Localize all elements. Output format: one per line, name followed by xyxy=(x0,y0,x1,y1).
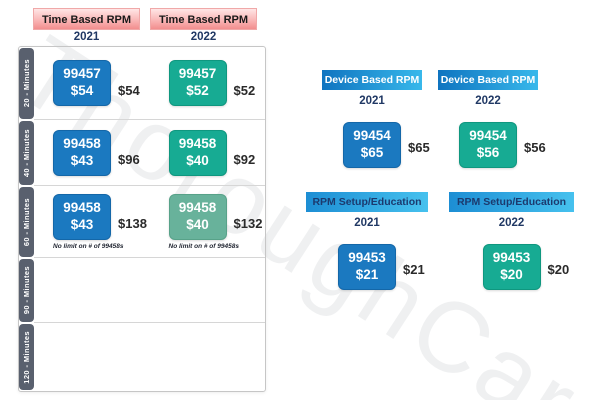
cpt-price: $40 xyxy=(186,216,209,232)
cpt-price: $56 xyxy=(476,145,500,160)
cpt-price: $43 xyxy=(70,152,94,168)
panel-total: $20 xyxy=(547,262,570,277)
cpt-code: 99458 xyxy=(178,135,217,151)
cpt-code: 99454 xyxy=(469,128,507,144)
no-limit-note: No limit on # of 99458s xyxy=(53,242,124,250)
setup-education-header: RPM Setup/Education xyxy=(306,192,428,212)
row-total: $54 xyxy=(118,82,140,98)
setup-education-boxrow: 99453 $20 $20 xyxy=(449,244,574,290)
cpt-price: $20 xyxy=(500,267,523,282)
row-total: $138 xyxy=(118,216,147,231)
cpt-code: 99458 xyxy=(178,199,217,215)
cell-2021: 99458 $43 $138 No limit on # of 99458s xyxy=(34,186,150,257)
cpt-code: 99457 xyxy=(178,66,217,82)
cpt-code: 99453 xyxy=(492,250,531,266)
row-total: $92 xyxy=(233,152,256,167)
row-content: 99457 $54 $54 99457 $52 $52 xyxy=(34,47,265,120)
table-row-90-minutes: 90 - Minutes xyxy=(19,258,265,323)
cpt-price: $65 xyxy=(360,145,384,160)
row-content: 99458 $43 $96 99458 $40 $92 xyxy=(34,120,265,186)
cpt-code: 99458 xyxy=(63,135,101,151)
code-box-99458-2021: 99458 $43 xyxy=(53,129,111,176)
code-box-99453-2021: 99453 $21 xyxy=(338,244,396,290)
table-row-40-minutes: 40 - Minutes 99458 $43 $96 99458 xyxy=(19,120,265,186)
setup-education-panel-2021: RPM Setup/Education 2021 99453 $21 $21 xyxy=(306,192,428,290)
row-content: 99458 $43 $138 No limit on # of 99458s 9… xyxy=(34,186,265,258)
cpt-code: 99454 xyxy=(353,128,391,144)
device-based-header: Device Based RPM xyxy=(438,70,538,90)
cpt-code: 99453 xyxy=(348,250,386,266)
row-total: $132 xyxy=(233,216,263,231)
time-based-year-2021: 2021 xyxy=(73,31,100,43)
code-box-99454-2022: 99454 $56 xyxy=(459,122,517,168)
duration-tab-120-minutes: 120 - Minutes xyxy=(19,324,34,390)
time-based-header-2021: Time Based RPM xyxy=(33,8,140,30)
code-box-99458-2022: 99458 $40 xyxy=(168,129,227,176)
duration-label: 90 - Minutes xyxy=(22,266,31,315)
cpt-price: $52 xyxy=(186,83,209,98)
cpt-price: $43 xyxy=(70,216,94,232)
cpt-code: 99457 xyxy=(63,66,101,82)
time-based-header-2022: Time Based RPM xyxy=(150,8,257,30)
table-row-60-minutes: 60 - Minutes 99458 $43 $138 No limit on … xyxy=(19,186,265,258)
cell-2021: 99458 $43 $96 xyxy=(34,120,150,185)
cpt-code: 99458 xyxy=(63,199,101,215)
code-box-99454-2021: 99454 $65 xyxy=(343,122,401,168)
row-content-empty xyxy=(34,258,265,323)
duration-label: 120 - Minutes xyxy=(22,330,31,384)
device-based-header: Device Based RPM xyxy=(322,70,422,90)
setup-education-header: RPM Setup/Education xyxy=(449,192,574,212)
cpt-price: $21 xyxy=(355,267,379,282)
panel-total: $65 xyxy=(408,140,430,155)
code-box-99458-60min-2021: 99458 $43 xyxy=(53,193,111,240)
duration-label: 40 - Minutes xyxy=(22,128,31,178)
row-total: $52 xyxy=(233,82,256,98)
setup-education-year: 2021 xyxy=(354,217,380,229)
setup-education-panel-2022: RPM Setup/Education 2022 99453 $20 $20 xyxy=(449,192,574,290)
cell-2022: 99457 $52 $52 xyxy=(150,47,266,119)
device-based-boxrow: 99454 $56 $56 xyxy=(438,122,546,168)
duration-label: 20 - Minutes xyxy=(22,59,31,108)
cell-2022: 99458 $40 $92 xyxy=(150,120,266,185)
table-row-20-minutes: 20 - Minutes 99457 $54 $54 99457 xyxy=(19,47,265,120)
device-based-year: 2021 xyxy=(359,95,385,107)
panel-total: $21 xyxy=(403,262,425,277)
device-based-panel-2021: Device Based RPM 2021 99454 $65 $65 xyxy=(322,70,430,168)
device-based-panel-2022: Device Based RPM 2022 99454 $56 $56 xyxy=(438,70,546,168)
cpt-price: $40 xyxy=(186,152,209,168)
duration-tab-60-minutes: 60 - Minutes xyxy=(19,187,34,257)
code-box-99457-2022: 99457 $52 xyxy=(168,60,227,106)
duration-label: 60 - Minutes xyxy=(22,197,31,247)
setup-education-boxrow: 99453 $21 $21 xyxy=(306,244,428,290)
device-based-year: 2022 xyxy=(475,95,501,107)
code-box-99457-2021: 99457 $54 xyxy=(53,60,111,106)
table-row-120-minutes: 120 - Minutes xyxy=(19,323,265,391)
code-box-99453-2022: 99453 $20 xyxy=(482,244,541,290)
code-box-99458-60min-2022: 99458 $40 xyxy=(168,193,227,240)
duration-tab-40-minutes: 40 - Minutes xyxy=(19,121,34,185)
panel-total: $56 xyxy=(524,140,546,155)
time-based-table: 20 - Minutes 99457 $54 $54 99457 xyxy=(18,46,266,392)
duration-tab-90-minutes: 90 - Minutes xyxy=(19,259,34,322)
cpt-price: $54 xyxy=(70,83,94,98)
row-total: $96 xyxy=(118,152,140,167)
cell-2021: 99457 $54 $54 xyxy=(34,47,150,119)
cell-2022: 99458 $40 $132 No limit on # of 99458s xyxy=(150,186,266,257)
duration-tab-20-minutes: 20 - Minutes xyxy=(19,48,34,119)
setup-education-year: 2022 xyxy=(498,217,525,229)
row-content-empty xyxy=(34,323,265,391)
time-based-year-2022: 2022 xyxy=(190,31,217,43)
no-limit-note: No limit on # of 99458s xyxy=(168,242,239,250)
device-based-boxrow: 99454 $65 $65 xyxy=(322,122,430,168)
